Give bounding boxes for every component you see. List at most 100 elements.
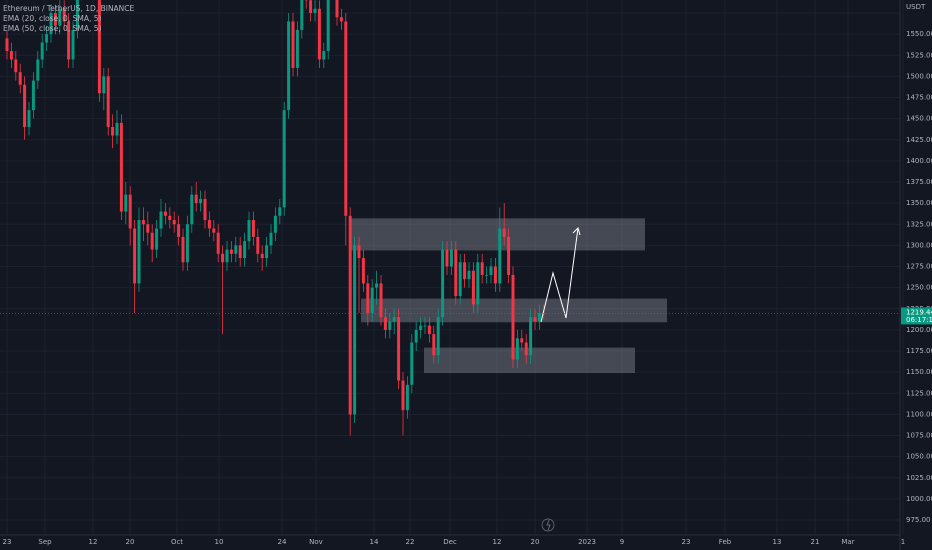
candle-body bbox=[344, 21, 348, 216]
y-tick-label: 1350.00 bbox=[906, 199, 932, 207]
candle-body bbox=[247, 220, 251, 242]
candle-body bbox=[194, 194, 198, 204]
x-tick-label: 2023 bbox=[578, 538, 596, 546]
candle-body bbox=[243, 241, 247, 259]
candle-body bbox=[467, 270, 471, 280]
candle-body bbox=[436, 317, 440, 356]
axes: 975.00 1000.00 1025.00 1050.00 1075.00 1100.0… bbox=[0, 30, 932, 546]
x-tick-label: Dec bbox=[443, 538, 457, 546]
candle-body bbox=[291, 21, 295, 68]
y-tick-label: 1375.00 bbox=[906, 178, 932, 186]
candle-body bbox=[515, 338, 519, 360]
candle-body bbox=[423, 325, 427, 327]
y-tick-label: 1300.00 bbox=[906, 241, 932, 249]
candle-body bbox=[388, 321, 392, 330]
y-tick-label: 1075.00 bbox=[906, 432, 932, 440]
candle-body bbox=[533, 317, 537, 322]
candle-body bbox=[370, 287, 374, 313]
y-tick-label: 1175.00 bbox=[906, 347, 932, 355]
candle-body bbox=[234, 245, 238, 254]
candle-body bbox=[445, 249, 449, 267]
y-tick-label: 1125.00 bbox=[906, 389, 932, 397]
candle-body bbox=[432, 334, 436, 356]
candle-body bbox=[212, 228, 216, 233]
candle-body bbox=[405, 384, 409, 411]
y-tick-label: 1500.00 bbox=[906, 72, 932, 80]
x-tick-label: Oct bbox=[171, 538, 183, 546]
candle-body bbox=[392, 317, 396, 322]
event-marker[interactable] bbox=[541, 518, 555, 532]
candle-body bbox=[502, 228, 506, 237]
candle-body bbox=[168, 215, 172, 221]
candle-body bbox=[313, 8, 317, 13]
x-tick-label: 12 bbox=[89, 538, 98, 546]
candle-body bbox=[326, 0, 330, 52]
candle-body bbox=[295, 29, 299, 68]
x-tick-label: 10 bbox=[215, 538, 224, 546]
y-tick-label: 1325.00 bbox=[906, 220, 932, 228]
candle-body bbox=[177, 224, 181, 237]
currency-label: USDT bbox=[906, 3, 926, 11]
x-tick-label: 1 bbox=[901, 538, 905, 546]
candle-body bbox=[71, 29, 75, 60]
candle-body bbox=[172, 220, 176, 225]
y-tick-label: 1200.00 bbox=[906, 326, 932, 334]
overlay bbox=[540, 227, 581, 532]
candle-body bbox=[133, 228, 137, 284]
candle-body bbox=[265, 245, 269, 259]
candle-body bbox=[309, 0, 313, 14]
candle-body bbox=[282, 110, 286, 208]
symbol-title[interactable]: Ethereum / TetherUS, 1D, BINANCE bbox=[3, 4, 135, 13]
candle-body bbox=[427, 325, 431, 335]
candle-body bbox=[14, 59, 18, 73]
last-price-box bbox=[901, 307, 932, 325]
candle-body bbox=[375, 283, 379, 288]
x-tick-label: 9 bbox=[620, 538, 624, 546]
candle-body bbox=[97, 0, 101, 94]
candle-body bbox=[520, 338, 524, 343]
price-zone bbox=[351, 218, 645, 251]
candle-body bbox=[410, 342, 414, 385]
candle-body bbox=[524, 342, 528, 356]
candle-body bbox=[190, 194, 194, 225]
candle-body bbox=[111, 127, 115, 136]
candle-body bbox=[181, 236, 185, 263]
candle-body bbox=[106, 76, 110, 128]
last-price-label: 1219.44 bbox=[906, 308, 932, 316]
x-tick-label: 21 bbox=[811, 538, 820, 546]
candle-body bbox=[493, 266, 497, 284]
y-tick-label: 1475.00 bbox=[906, 94, 932, 102]
x-tick-label: 22 bbox=[406, 538, 415, 546]
y-tick-label: 1450.00 bbox=[906, 115, 932, 123]
y-tick-label: 1250.00 bbox=[906, 284, 932, 292]
candle-body bbox=[5, 38, 9, 52]
candle-body bbox=[229, 249, 233, 254]
candle-body bbox=[199, 198, 203, 204]
y-tick-label: 1550.00 bbox=[906, 30, 932, 38]
candle-body bbox=[53, 13, 57, 26]
x-tick-label: 23 bbox=[3, 538, 12, 546]
candle-body bbox=[251, 220, 255, 237]
candle-body bbox=[480, 262, 484, 275]
candle-body bbox=[335, 0, 339, 18]
candle-body bbox=[49, 13, 53, 35]
candle-body bbox=[348, 215, 352, 415]
indicator-legend[interactable]: EMA (20, close, 0, SMA, 5) bbox=[3, 14, 101, 23]
grid bbox=[0, 0, 904, 535]
candle-body bbox=[529, 317, 533, 356]
y-tick-label: 1025.00 bbox=[906, 474, 932, 482]
candle-body bbox=[163, 211, 167, 216]
x-tick-label: 23 bbox=[682, 538, 691, 546]
x-tick-label: 24 bbox=[278, 538, 287, 546]
candle-body bbox=[159, 211, 163, 229]
x-tick-label: 20 bbox=[531, 538, 540, 546]
candle-body bbox=[317, 8, 321, 60]
candle-body bbox=[339, 17, 343, 22]
candle-body bbox=[273, 215, 277, 233]
candle-body bbox=[62, 8, 66, 22]
candle-body bbox=[454, 249, 458, 297]
y-tick-label: 1525.00 bbox=[906, 51, 932, 59]
candle-body bbox=[128, 194, 132, 229]
indicator-legend[interactable]: EMA (50, close, 0, SMA, 5) bbox=[3, 24, 101, 33]
candle-body bbox=[75, 0, 79, 30]
